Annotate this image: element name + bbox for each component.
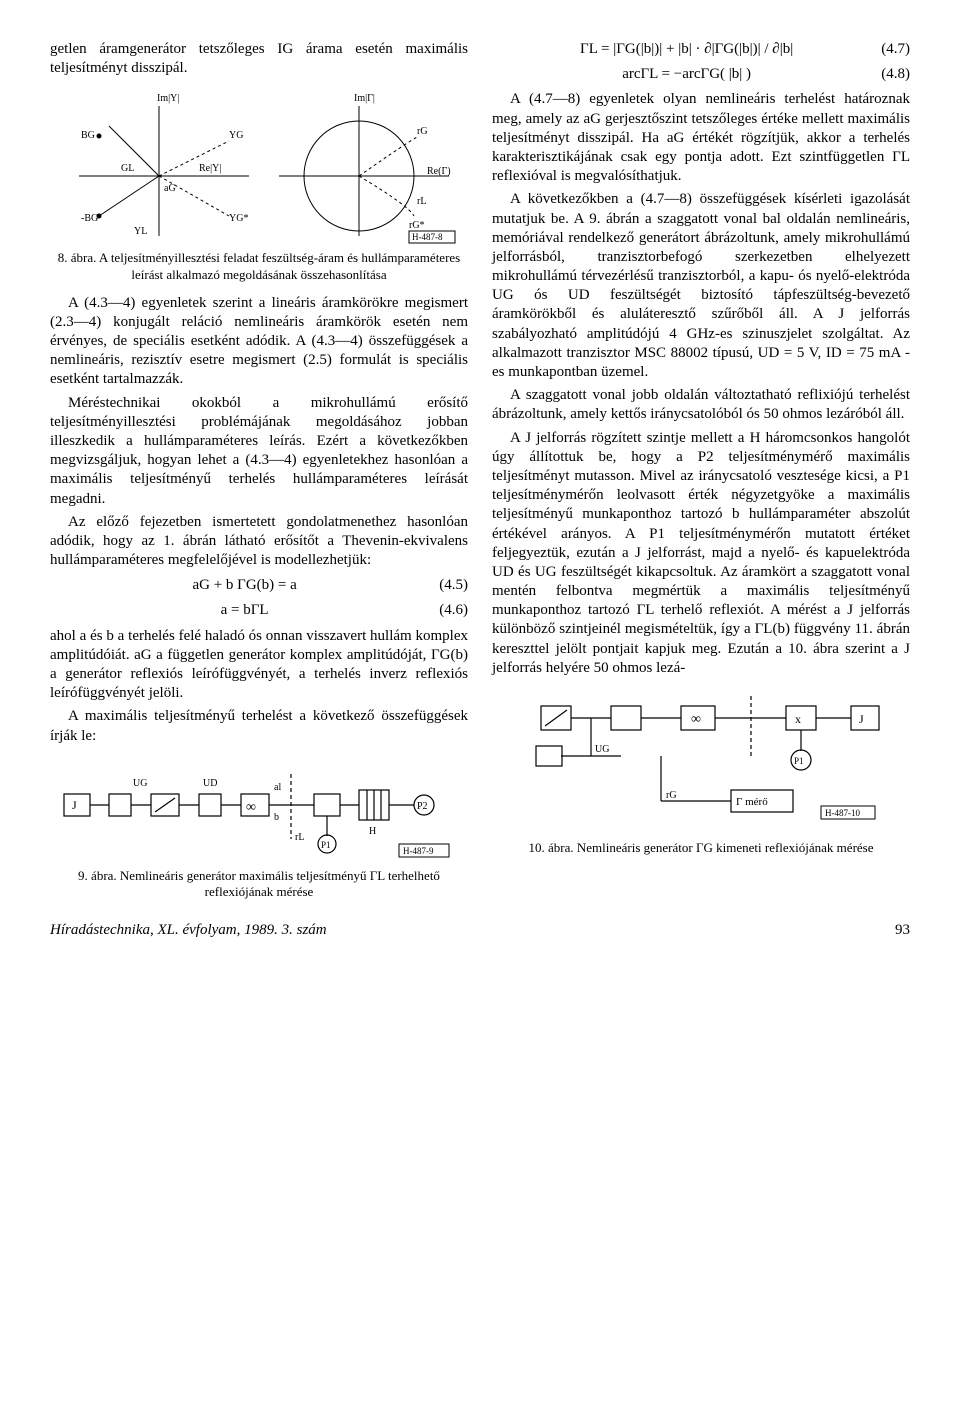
svg-text:J: J: [859, 712, 864, 726]
equation-4-8: arcΓL = −arcΓG( |b| )(4.8): [492, 65, 910, 84]
svg-text:x: x: [795, 712, 801, 726]
fig8-aG: aG: [164, 183, 176, 194]
svg-text:P2: P2: [417, 801, 428, 812]
svg-text:H-487-10: H-487-10: [825, 808, 860, 818]
fig8-mBG: -BG: [81, 213, 98, 224]
para-8: A következőkben a (4.7—8) összefüggések …: [492, 190, 910, 382]
para-9: A szaggatott vonal jobb oldalán változta…: [492, 386, 910, 424]
svg-text:J: J: [72, 798, 77, 812]
svg-text:H-487-9: H-487-9: [403, 846, 434, 856]
fig8-rG: rG: [417, 126, 428, 137]
figure-9: J ∞ H P2 P1 UG UD al b rL H-487-9 9: [50, 754, 468, 901]
svg-text:H: H: [369, 826, 376, 837]
fig8-ImG: Im|Γ|: [354, 93, 375, 104]
svg-text:P1: P1: [321, 840, 331, 850]
figure-10-caption: 10. ábra. Nemlineáris generátor ΓG kimen…: [492, 840, 910, 857]
svg-text:∞: ∞: [691, 712, 701, 727]
fig8-rL: rL: [417, 196, 426, 207]
fig8-ReY: Re|Y|: [199, 163, 221, 174]
svg-text:UD: UD: [203, 778, 217, 789]
page-footer: Híradástechnika, XL. évfolyam, 1989. 3. …: [50, 921, 910, 940]
svg-text:b: b: [274, 812, 279, 823]
svg-text:P1: P1: [794, 756, 804, 766]
fig8-YGs: YG*: [229, 213, 248, 224]
para-5: ahol a és b a terhelés felé haladó ós on…: [50, 627, 468, 704]
figure-9-svg: J ∞ H P2 P1 UG UD al b rL H-487-9: [59, 754, 459, 864]
svg-text:UG: UG: [133, 778, 147, 789]
para-3: Méréstechnikai okokból a mikrohullámú er…: [50, 394, 468, 509]
equation-4-5: aG + b ΓG(b) = a(4.5): [50, 576, 468, 595]
fig8-ReG: Re(Γ): [427, 166, 451, 177]
fig8-BG: BG: [81, 130, 95, 141]
two-column-layout: getlen áramgenerátor tetszőleges IG áram…: [50, 40, 910, 901]
para-4: Az előző fejezetben ismertetett gondolat…: [50, 513, 468, 571]
footer-pagenum: 93: [895, 921, 910, 940]
fig8-imY: Im|Y|: [157, 93, 179, 104]
figure-8: Im|Y| BG YG GL Re|Y| aG -BG YL YG* Im|Γ|…: [50, 86, 468, 283]
equation-4-7: ΓL = |ΓG(|b|)| + |b| · ∂|ΓG(|b|)| / ∂|b|…: [492, 40, 910, 59]
figure-8-svg: Im|Y| BG YG GL Re|Y| aG -BG YL YG* Im|Γ|…: [59, 86, 459, 246]
svg-text:al: al: [274, 782, 281, 793]
para-6: A maximális teljesítményű terhelést a kö…: [50, 707, 468, 745]
figure-8-caption: 8. ábra. A teljesítményillesztési felada…: [50, 250, 468, 283]
svg-text:Γ mérő: Γ mérő: [736, 796, 768, 808]
figure-10-svg: ∞ x J UG P1 rG Γ mérő H-487-10: [501, 686, 901, 836]
fig8-GL: GL: [121, 163, 134, 174]
footer-journal: Híradástechnika, XL. évfolyam, 1989. 3. …: [50, 921, 327, 940]
fig8-YG: YG: [229, 130, 243, 141]
figure-10: ∞ x J UG P1 rG Γ mérő H-487-10 10. ábra.…: [492, 686, 910, 857]
svg-text:rG: rG: [666, 790, 677, 801]
para-10: A J jelforrás rögzített szintje mellett …: [492, 429, 910, 678]
svg-text:∞: ∞: [246, 800, 256, 815]
fig8-boxlabel: H-487-8: [412, 232, 443, 242]
para-1: getlen áramgenerátor tetszőleges IG áram…: [50, 40, 468, 78]
fig8-YL: YL: [134, 226, 147, 237]
figure-9-caption: 9. ábra. Nemlineáris generátor maximális…: [50, 868, 468, 901]
equation-4-6: a = bΓL(4.6): [50, 601, 468, 620]
fig8-rGs: rG*: [409, 220, 425, 231]
svg-text:rL: rL: [295, 832, 304, 843]
para-7: A (4.7—8) egyenletek olyan nemlineáris t…: [492, 90, 910, 186]
svg-text:UG: UG: [595, 744, 609, 755]
para-2: A (4.3—4) egyenletek szerint a lineáris …: [50, 294, 468, 390]
